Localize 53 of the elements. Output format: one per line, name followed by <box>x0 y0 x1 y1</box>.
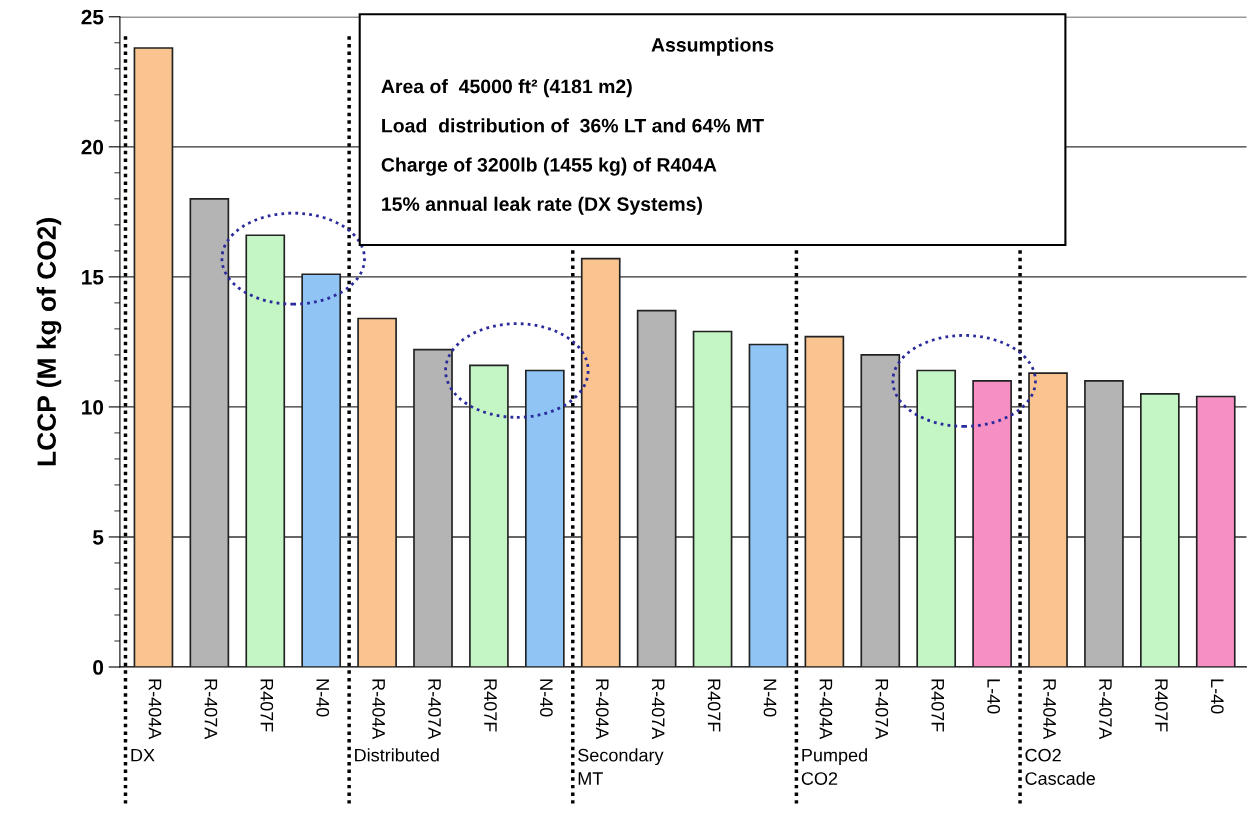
bar <box>860 354 901 667</box>
bar <box>469 364 509 667</box>
text: CO2 Cascade <box>1025 748 1095 785</box>
text: DX <box>131 748 155 762</box>
y-tick-label: 5 <box>92 530 104 545</box>
x-tick-label: R-404A <box>595 679 609 740</box>
y-tick-label: 25 <box>81 9 104 25</box>
bar <box>1028 372 1068 667</box>
bar <box>748 343 789 667</box>
bar <box>413 348 453 667</box>
y-axis-title: LCCP (M kg of CO2) <box>36 218 62 466</box>
bar <box>357 317 397 667</box>
x-tick-label: R407F <box>931 679 945 732</box>
text: Distributed <box>355 748 439 762</box>
x-tick-label: R-407A <box>651 679 665 740</box>
x-tick-label: N-40 <box>539 679 553 717</box>
bar <box>189 198 230 667</box>
bar <box>245 234 286 667</box>
x-tick-label: R-407A <box>428 679 441 740</box>
bar <box>1195 395 1236 667</box>
x-tick-label: N-40 <box>316 679 330 717</box>
x-tick-label: R-404A <box>819 679 833 740</box>
text: Pumped CO2 <box>801 748 867 785</box>
bar <box>133 47 174 667</box>
x-tick-label: R407F <box>484 679 497 732</box>
bar <box>804 335 845 667</box>
bar <box>301 273 342 667</box>
y-tick-label: 0 <box>93 660 104 675</box>
bar <box>692 330 733 667</box>
x-tick-label: R-404A <box>1043 679 1056 740</box>
text: Secondary MT <box>578 748 664 785</box>
text: Assumptions Area of 45000 ft² (4181 m2) Load distribution of 36% LT and 64% MT Charge of 3200lb (1455 kg) of R404A 15% annual leak rate (DX Systems) <box>381 37 774 215</box>
bar <box>972 380 1012 667</box>
bar <box>580 257 621 667</box>
bar <box>1084 380 1124 667</box>
y-tick-label: 10 <box>82 399 104 415</box>
x-tick-label: R-407A <box>1099 679 1112 740</box>
bar <box>916 369 957 667</box>
y-tick-label: 20 <box>81 139 104 155</box>
x-tick-label: R-404A <box>148 679 162 740</box>
x-tick-label: R407F <box>707 679 721 732</box>
x-tick-label: R-407A <box>875 679 889 740</box>
x-tick-label: N-40 <box>763 679 777 717</box>
x-tick-label: R-404A <box>372 679 386 740</box>
x-tick-label: R407F <box>1154 679 1168 732</box>
x-tick-label: L-40 <box>1210 679 1224 714</box>
x-tick-label: R-407A <box>204 679 218 740</box>
bar <box>636 309 677 667</box>
x-tick-label: L-40 <box>987 679 1001 714</box>
x-tick-label: R407F <box>260 679 274 732</box>
y-tick-label: 15 <box>82 270 104 285</box>
bar <box>524 369 565 667</box>
bar <box>1139 393 1180 667</box>
